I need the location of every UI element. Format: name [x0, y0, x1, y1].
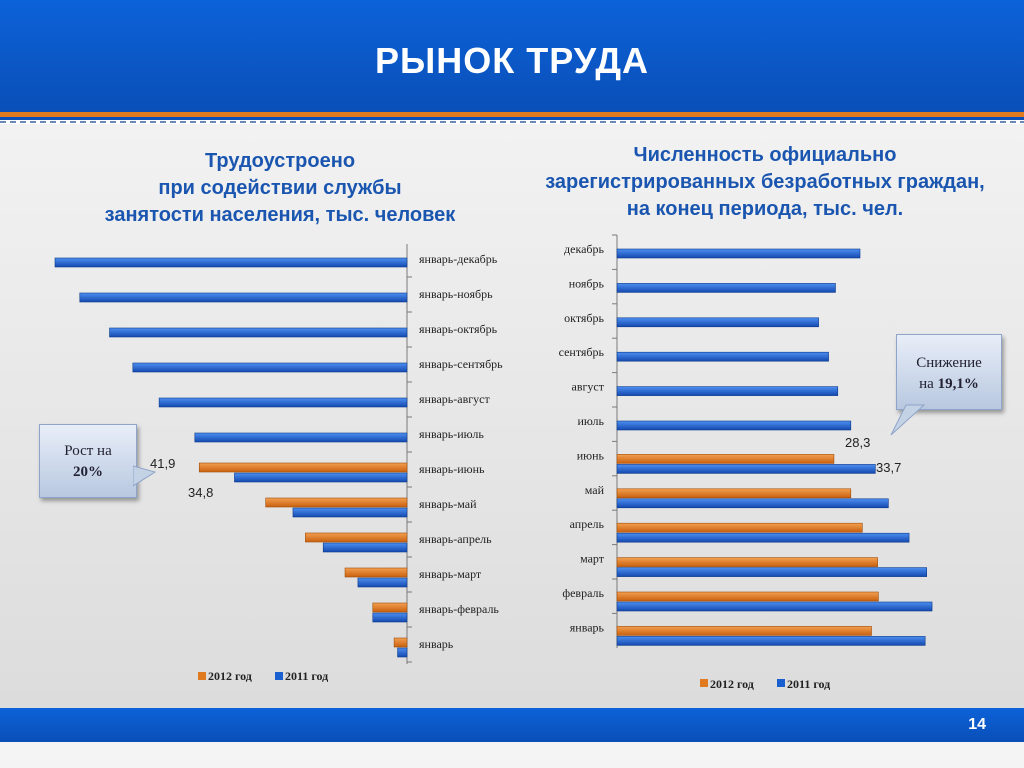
left-chart-bar-2011 — [357, 577, 408, 588]
left-chart-data-label: 41,9 — [150, 456, 175, 471]
left-chart-bar-2011 — [372, 612, 408, 623]
legend-swatch-2011 — [275, 672, 283, 680]
left-chart-title-line: при содействии службы — [158, 177, 402, 199]
page-title: РЫНОК ТРУДА — [375, 40, 649, 81]
left-chart-title-line: занятости населения, тыс. человек — [104, 204, 456, 226]
growth-callout-line1: Рост на — [64, 443, 112, 459]
left-chart-bar-2011 — [109, 327, 408, 338]
left-chart-category-label: январь-июнь — [419, 462, 485, 476]
legend-label-2011: 2011 год — [285, 669, 328, 683]
left-chart-bar-2012 — [305, 532, 408, 543]
left-chart-bar-2012 — [198, 462, 408, 473]
left-chart-bar-2011 — [322, 542, 408, 553]
page-number: 14 — [968, 716, 986, 733]
growth-callout-pointer — [133, 465, 157, 487]
header-divider-dashed — [0, 121, 1024, 123]
decrease-callout-prefix: на — [919, 376, 938, 392]
right-chart-title-line: на конец периода, тыс. чел. — [626, 198, 904, 220]
footer-bar: 14 — [0, 708, 1024, 742]
left-chart-bar-2012 — [265, 497, 408, 508]
left-chart-bar-2011 — [194, 432, 408, 443]
right-chart-title: Численность официально зарегистрированны… — [500, 142, 1024, 223]
left-chart-legend: 2012 год 2011 год — [198, 669, 328, 683]
left-chart-title-line: Трудоустроено — [204, 150, 356, 172]
left-chart-bar-2012 — [393, 637, 408, 648]
left-chart-category-label: январь-ноябрь — [419, 287, 493, 301]
right-chart-title-line: Численность официально — [633, 144, 897, 166]
left-chart-bar-2011 — [54, 257, 408, 268]
left-chart-title: Трудоустроено при содействии службы заня… — [40, 148, 520, 229]
left-chart-bar-2011 — [158, 397, 408, 408]
left-chart-category-label: январь-август — [419, 392, 490, 406]
bottom-strip — [0, 742, 1024, 768]
left-chart-bar-2011 — [292, 507, 408, 518]
left-chart-bar-2012 — [344, 567, 408, 578]
left-chart-category-label: январь-декабрь — [419, 252, 498, 266]
right-chart-title-line: зарегистрированных безработных граждан, — [545, 171, 985, 193]
header-divider-orange — [0, 112, 1024, 117]
left-chart-bar-2012 — [372, 602, 408, 613]
left-chart-category-label: январь-сентябрь — [419, 357, 503, 371]
decrease-callout: Снижение на 19,1% — [896, 334, 1002, 410]
left-chart-category-label: январь-февраль — [419, 602, 499, 616]
left-chart-category-label: январь — [419, 637, 454, 651]
left-chart-category-label: январь-июль — [419, 427, 484, 441]
left-chart-bar-2011 — [132, 362, 408, 373]
decrease-callout-pointer — [890, 404, 926, 436]
header-divider-blue — [0, 117, 1024, 120]
left-chart-category-label: январь-март — [419, 567, 482, 581]
left-chart-category-label: январь-апрель — [419, 532, 492, 546]
decrease-callout-line2: на 19,1% — [897, 374, 1001, 395]
left-chart-data-label: 34,8 — [188, 485, 213, 500]
growth-callout-value: 20% — [73, 464, 103, 480]
left-chart-bar-2011 — [79, 292, 408, 303]
left-chart-category-label: январь-май — [419, 497, 477, 511]
left-chart-bar-2011 — [234, 472, 408, 483]
left-chart-category-label: январь-октябрь — [419, 322, 498, 336]
legend-swatch-2012 — [198, 672, 206, 680]
left-chart-bar-2011 — [397, 647, 408, 658]
growth-callout: Рост на 20% — [39, 424, 137, 498]
legend-label-2012: 2012 год — [208, 669, 252, 683]
decrease-callout-value: 19,1% — [937, 376, 979, 392]
title-bar: РЫНОК ТРУДА — [0, 0, 1024, 112]
decrease-callout-line1: Снижение — [916, 355, 982, 371]
